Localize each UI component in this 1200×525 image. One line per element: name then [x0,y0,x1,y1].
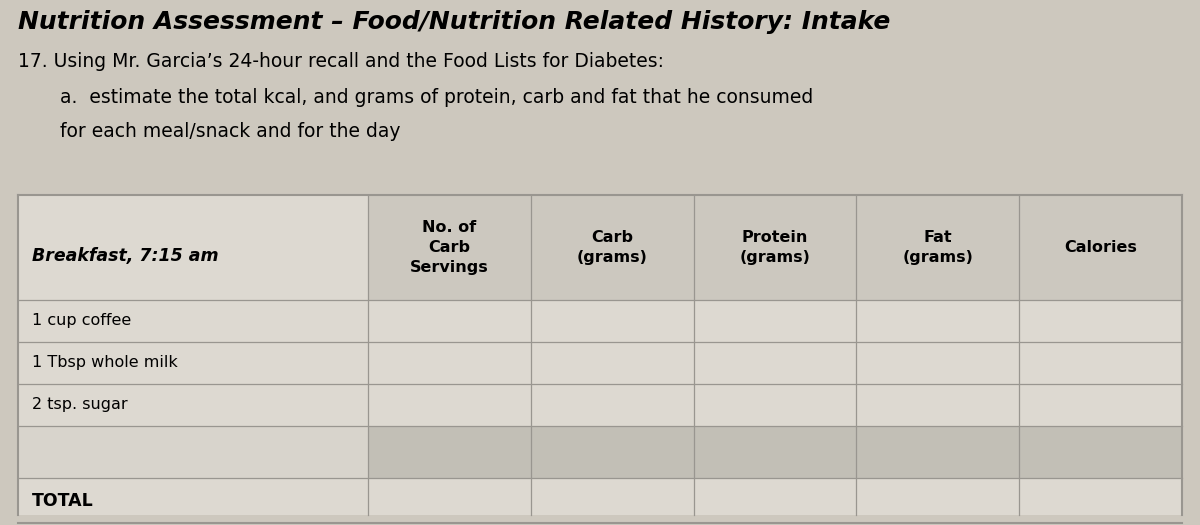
Text: No. of
Carb
Servings: No. of Carb Servings [410,220,488,275]
Text: 17. Using Mr. Garcia’s 24-hour recall and the Food Lists for Diabetes:: 17. Using Mr. Garcia’s 24-hour recall an… [18,52,664,71]
Text: Protein
(grams): Protein (grams) [739,230,810,265]
Text: Fat
(grams): Fat (grams) [902,230,973,265]
Text: 2 tsp. sugar: 2 tsp. sugar [32,397,127,413]
Bar [18,195,1182,515]
Text: for each meal/snack and for the day: for each meal/snack and for the day [60,122,401,141]
Text: Calories: Calories [1064,240,1138,255]
Text: 1 Tbsp whole milk: 1 Tbsp whole milk [32,355,178,371]
Bar [368,195,1182,300]
Text: Breakfast, 7:15 am: Breakfast, 7:15 am [32,247,218,265]
Text: a.  estimate the total kcal, and grams of protein, carb and fat that he consumed: a. estimate the total kcal, and grams of… [60,88,814,107]
Bar [18,426,368,478]
Text: Nutrition Assessment – Food/Nutrition Related History: Intake: Nutrition Assessment – Food/Nutrition Re… [18,10,890,34]
Text: TOTAL: TOTAL [32,491,94,509]
Bar [368,426,1182,478]
Text: 1 cup coffee: 1 cup coffee [32,313,131,329]
Text: Carb
(grams): Carb (grams) [577,230,648,265]
